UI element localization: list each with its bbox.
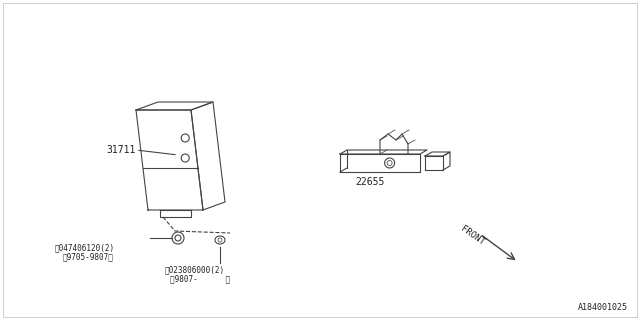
Text: 31711: 31711: [106, 145, 136, 155]
Text: （9807-      ）: （9807- ）: [170, 275, 230, 284]
Text: FRONT: FRONT: [459, 224, 486, 247]
Text: Ⓢ047406120(2): Ⓢ047406120(2): [55, 244, 115, 252]
Text: （9705-9807）: （9705-9807）: [63, 252, 114, 261]
Text: A184001025: A184001025: [578, 303, 628, 312]
Text: 22655: 22655: [355, 177, 385, 187]
Text: Ⓣ023806000(2): Ⓣ023806000(2): [165, 266, 225, 275]
